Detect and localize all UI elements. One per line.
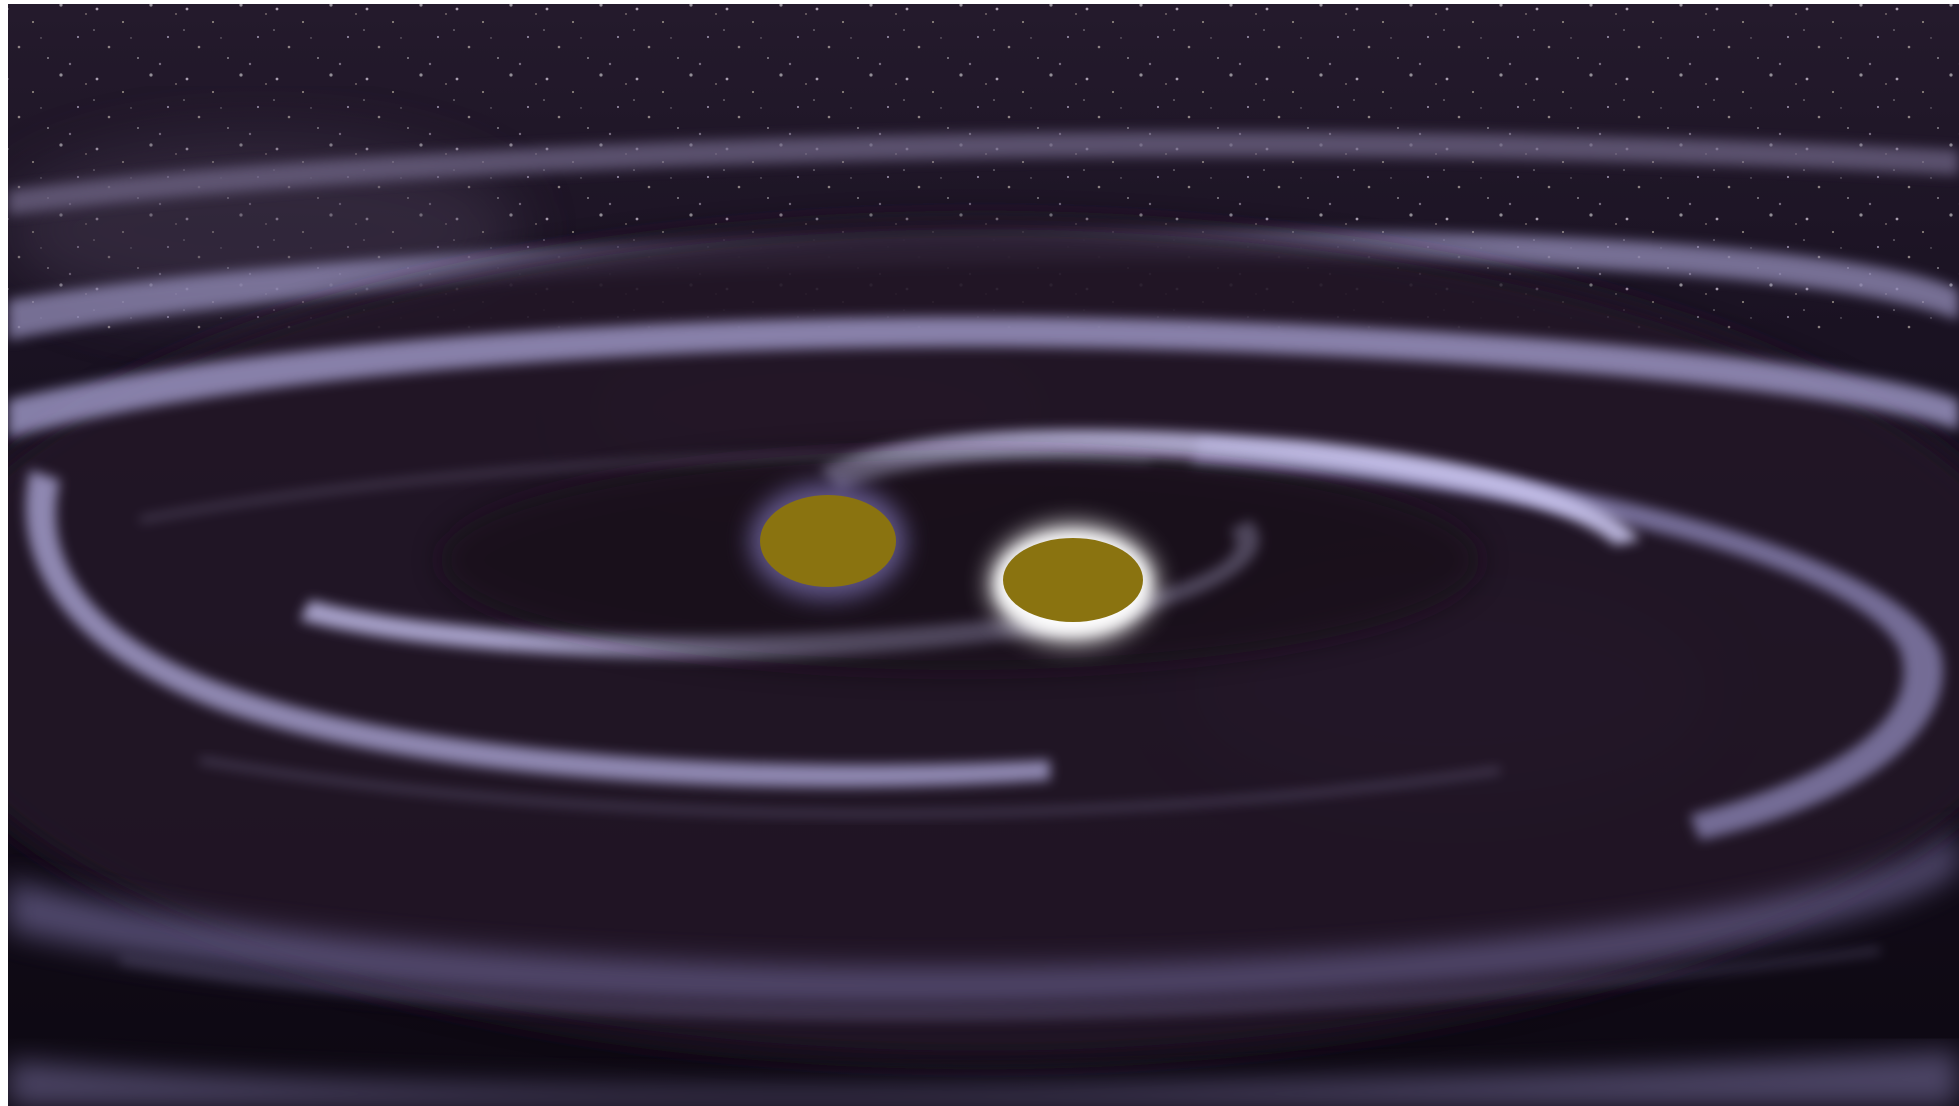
- star-left: [750, 483, 906, 599]
- star-right: [989, 524, 1157, 644]
